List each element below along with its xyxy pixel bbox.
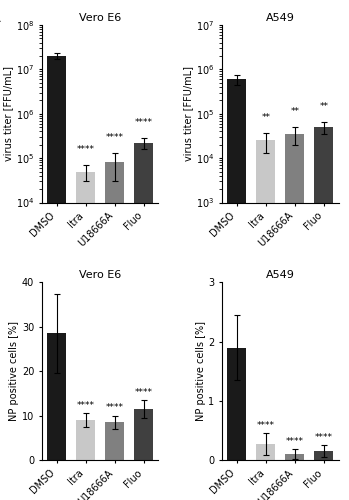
Text: **: ** xyxy=(290,107,299,116)
Title: Vero E6: Vero E6 xyxy=(79,270,121,280)
Title: A549: A549 xyxy=(266,270,295,280)
Text: ****: **** xyxy=(286,437,304,446)
Bar xyxy=(314,127,333,500)
Bar xyxy=(76,172,95,500)
Bar xyxy=(257,444,275,460)
Bar xyxy=(314,451,333,460)
Text: ****: **** xyxy=(134,388,153,396)
Y-axis label: virus titer [FFU/mL]: virus titer [FFU/mL] xyxy=(183,66,193,162)
Title: A549: A549 xyxy=(266,13,295,23)
Bar xyxy=(285,454,304,460)
Bar xyxy=(76,420,95,460)
Bar xyxy=(134,143,153,500)
Bar xyxy=(228,348,246,460)
Title: Vero E6: Vero E6 xyxy=(79,13,121,23)
Y-axis label: NP positive cells [%]: NP positive cells [%] xyxy=(195,321,206,421)
Y-axis label: virus titer [FFU/mL]: virus titer [FFU/mL] xyxy=(3,66,13,162)
Text: ****: **** xyxy=(76,401,95,410)
Y-axis label: NP positive cells [%]: NP positive cells [%] xyxy=(9,321,19,421)
Text: **: ** xyxy=(261,112,270,122)
Text: ****: **** xyxy=(105,133,124,142)
Bar xyxy=(257,140,275,500)
Bar xyxy=(228,79,246,500)
Bar xyxy=(47,334,66,460)
Bar xyxy=(285,134,304,500)
Text: ****: **** xyxy=(315,432,333,442)
Bar xyxy=(105,162,124,500)
Text: ****: **** xyxy=(76,144,95,154)
Bar xyxy=(134,409,153,460)
Text: ****: **** xyxy=(257,421,275,430)
Bar xyxy=(105,422,124,460)
Text: **: ** xyxy=(319,102,328,110)
Text: ****: **** xyxy=(134,118,153,127)
Bar xyxy=(47,56,66,500)
Text: ****: **** xyxy=(105,403,124,412)
